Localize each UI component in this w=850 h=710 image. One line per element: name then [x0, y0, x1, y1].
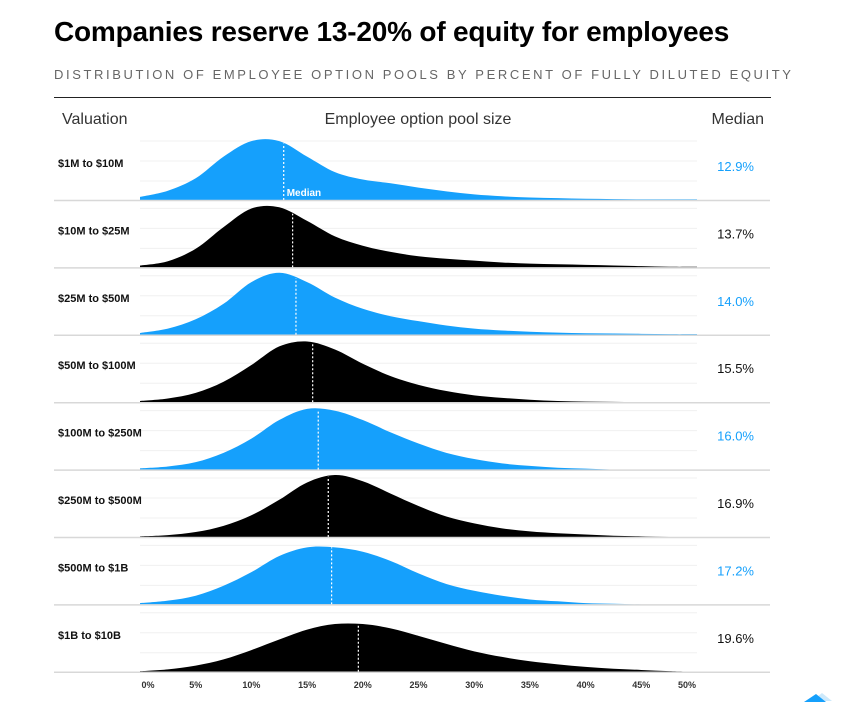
- ridge-row: Median $1M to $10M 12.9%: [54, 139, 770, 202]
- ridge-row: $10M to $25M 13.7%: [54, 205, 770, 269]
- median-value: 16.9%: [717, 496, 754, 511]
- density-area: [140, 341, 697, 403]
- ridge-row: $50M to $100M 15.5%: [54, 341, 770, 404]
- median-value: 14.0%: [717, 294, 754, 309]
- density-area: [140, 546, 697, 605]
- ridge-row: $25M to $50M 14.0%: [54, 272, 770, 337]
- x-tick-label: 40%: [577, 680, 595, 690]
- valuation-header: Valuation: [62, 111, 128, 128]
- density-area: [140, 623, 697, 672]
- x-tick-label: 15%: [298, 680, 316, 690]
- density-area: [140, 474, 697, 537]
- x-tick-label: 30%: [465, 680, 483, 690]
- median-value: 12.9%: [717, 159, 754, 174]
- valuation-label: $50M to $100M: [58, 360, 136, 372]
- x-tick-label: 35%: [521, 680, 539, 690]
- ridge-row: $100M to $250M 16.0%: [54, 408, 770, 471]
- median-value: 15.5%: [717, 361, 754, 376]
- pool-size-header: Employee option pool size: [325, 111, 512, 128]
- valuation-label: $25M to $50M: [58, 293, 130, 305]
- chart-title: Companies reserve 13-20% of equity for e…: [54, 16, 730, 47]
- valuation-label: $1M to $10M: [58, 158, 123, 170]
- ridge-row: $500M to $1B 17.2%: [54, 544, 770, 606]
- x-tick-label: 25%: [409, 680, 427, 690]
- brand-logo-icon: [804, 693, 832, 702]
- x-tick-label: 0%: [141, 680, 154, 690]
- ridge-row: $1B to $10B 19.6%: [54, 612, 770, 674]
- x-tick-label: 45%: [632, 680, 650, 690]
- density-area: [140, 408, 697, 470]
- x-tick-label: 20%: [354, 680, 372, 690]
- x-tick-label: 10%: [242, 680, 260, 690]
- ridge-row: $250M to $500M 16.9%: [54, 474, 770, 539]
- x-tick-label: 50%: [678, 680, 696, 690]
- median-value: 16.0%: [717, 429, 754, 444]
- density-area: [140, 139, 697, 200]
- valuation-label: $100M to $250M: [58, 428, 142, 440]
- median-annotation: Median: [287, 188, 321, 199]
- valuation-label: $10M to $25M: [58, 225, 130, 237]
- valuation-label: $500M to $1B: [58, 562, 128, 574]
- valuation-label: $1B to $10B: [58, 630, 121, 642]
- median-value: 19.6%: [717, 631, 754, 646]
- x-tick-label: 5%: [189, 680, 202, 690]
- header-divider: [54, 97, 771, 98]
- density-area: [140, 272, 697, 335]
- chart-subtitle: DISTRIBUTION OF EMPLOYEE OPTION POOLS BY…: [54, 67, 794, 82]
- median-value: 17.2%: [717, 563, 754, 578]
- median-header: Median: [712, 111, 764, 128]
- median-value: 13.7%: [717, 226, 754, 241]
- density-area: [140, 205, 697, 268]
- valuation-label: $250M to $500M: [58, 495, 142, 507]
